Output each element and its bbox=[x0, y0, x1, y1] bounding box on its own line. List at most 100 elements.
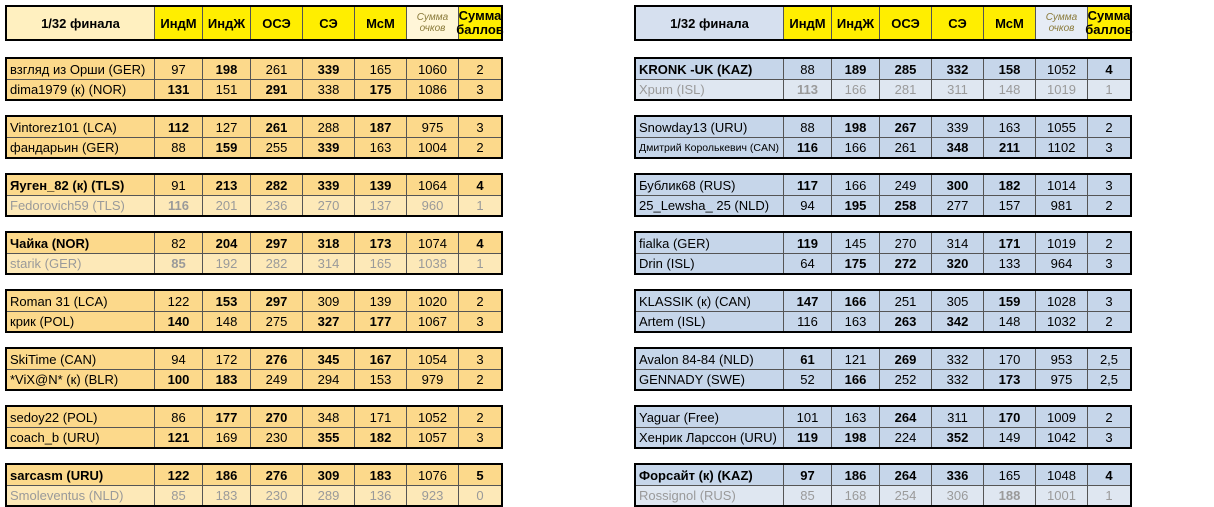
cell-se: 320 bbox=[932, 254, 984, 273]
cell-ose: 276 bbox=[251, 465, 303, 485]
header-indm: ИндМ bbox=[155, 7, 203, 39]
cell-indzh: 166 bbox=[832, 138, 880, 157]
player-name: взгляд из Орши (GER) bbox=[7, 59, 155, 79]
table-row: Avalon 84-84 (NLD) 61 121 269 332 170 953 2,5 bbox=[636, 349, 1130, 369]
table-row: Snowday13 (URU) 88 198 267 339 163 1055 2 bbox=[636, 117, 1130, 137]
cell-ose: 264 bbox=[880, 465, 932, 485]
cell-msm: 175 bbox=[355, 80, 407, 99]
cell-indm: 116 bbox=[155, 196, 203, 215]
cell-indzh: 183 bbox=[203, 486, 251, 505]
cell-sum-score: 2 bbox=[476, 409, 484, 425]
header-sum-score: Сумма баллов bbox=[456, 7, 504, 39]
cell-sum-points: 1020 bbox=[407, 291, 459, 311]
cell-ose: 297 bbox=[251, 233, 303, 253]
cell-ose: 261 bbox=[880, 138, 932, 157]
cell-sum-score: 3 bbox=[1105, 177, 1113, 193]
cell-indzh: 189 bbox=[832, 59, 880, 79]
cell-ose: 230 bbox=[251, 486, 303, 505]
header-se: СЭ bbox=[932, 7, 984, 39]
cell-indzh: 151 bbox=[203, 80, 251, 99]
cell-indzh: 153 bbox=[203, 291, 251, 311]
cell-ose: 251 bbox=[880, 291, 932, 311]
cell-msm: 148 bbox=[984, 312, 1036, 331]
player-name: KLASSIK (к) (CAN) bbox=[636, 291, 784, 311]
table-row: Яуген_82 (к) (TLS) 91 213 282 339 139 1064 4 bbox=[7, 175, 501, 195]
cell-sum-score: 4 bbox=[476, 235, 484, 251]
table-row: фандарьин (GER) 88 159 255 339 163 1004 2 bbox=[7, 137, 501, 157]
player-name: 25_Lewsha_ 25 (NLD) bbox=[636, 196, 784, 215]
cell-indm: 119 bbox=[784, 233, 832, 253]
table-row: GENNADY (SWE) 52 166 252 332 173 975 2,5 bbox=[636, 369, 1130, 389]
cell-se: 300 bbox=[932, 175, 984, 195]
cell-indm: 85 bbox=[155, 254, 203, 273]
cell-se: 314 bbox=[932, 233, 984, 253]
table-row: Бублик68 (RUS) 117 166 249 300 182 1014 3 bbox=[636, 175, 1130, 195]
cell-sum-points: 1019 bbox=[1036, 233, 1088, 253]
match-pair: Avalon 84-84 (NLD) 61 121 269 332 170 953 2,5 GE… bbox=[634, 347, 1132, 391]
header-row: 1/32 финала ИндМ ИндЖ ОСЭ СЭ МсМ Сумма очков Сум… bbox=[5, 5, 504, 41]
cell-indzh: 172 bbox=[203, 349, 251, 369]
cell-indzh: 145 bbox=[832, 233, 880, 253]
cell-indm: 52 bbox=[784, 370, 832, 389]
cell-sum-score: 1 bbox=[1105, 488, 1113, 503]
cell-indzh: 166 bbox=[832, 291, 880, 311]
player-name: Snowday13 (URU) bbox=[636, 117, 784, 137]
cell-indm: 147 bbox=[784, 291, 832, 311]
cell-msm: 159 bbox=[984, 291, 1036, 311]
cell-msm: 158 bbox=[984, 59, 1036, 79]
cell-indm: 85 bbox=[784, 486, 832, 505]
cell-se: 309 bbox=[303, 291, 355, 311]
cell-sum-points: 1019 bbox=[1036, 80, 1088, 99]
cell-ose: 276 bbox=[251, 349, 303, 369]
player-name: Fedorovich59 (TLS) bbox=[7, 196, 155, 215]
cell-sum-score: 0 bbox=[476, 488, 484, 503]
player-name: Форсайт (к) (KAZ) bbox=[636, 465, 784, 485]
cell-sum-points: 1060 bbox=[407, 59, 459, 79]
cell-sum-score: 5 bbox=[476, 467, 484, 483]
cell-se: 311 bbox=[932, 80, 984, 99]
cell-sum-points: 1057 bbox=[407, 428, 459, 447]
table-row: KLASSIK (к) (CAN) 147 166 251 305 159 1028 3 bbox=[636, 291, 1130, 311]
cell-indm: 122 bbox=[155, 465, 203, 485]
cell-msm: 163 bbox=[984, 117, 1036, 137]
cell-indm: 94 bbox=[155, 349, 203, 369]
cell-se: 348 bbox=[303, 407, 355, 427]
cell-msm: 153 bbox=[355, 370, 407, 389]
cell-indm: 94 bbox=[784, 196, 832, 215]
cell-indzh: 213 bbox=[203, 175, 251, 195]
cell-se: 339 bbox=[303, 138, 355, 157]
cell-se: 289 bbox=[303, 486, 355, 505]
cell-sum-score: 3 bbox=[1105, 256, 1113, 271]
cell-se: 288 bbox=[303, 117, 355, 137]
table-row: sarcasm (URU) 122 186 276 309 183 1076 5 bbox=[7, 465, 501, 485]
cell-indm: 113 bbox=[784, 80, 832, 99]
header-indm: ИндМ bbox=[784, 7, 832, 39]
table-row: 25_Lewsha_ 25 (NLD) 94 195 258 277 157 981 2 bbox=[636, 195, 1130, 215]
cell-indzh: 186 bbox=[832, 465, 880, 485]
player-name: крик (POL) bbox=[7, 312, 155, 331]
header-sum-points-line2: очков bbox=[1048, 23, 1075, 34]
cell-msm: 165 bbox=[355, 59, 407, 79]
cell-sum-points: 1102 bbox=[1036, 138, 1088, 157]
cell-sum-points: 1001 bbox=[1036, 486, 1088, 505]
table-row: KRONK -UK (KAZ) 88 189 285 332 158 1052 4 bbox=[636, 59, 1130, 79]
cell-sum-points: 1014 bbox=[1036, 175, 1088, 195]
table-row: starik (GER) 85 192 282 314 165 1038 1 bbox=[7, 253, 501, 273]
cell-indzh: 175 bbox=[832, 254, 880, 273]
cell-ose: 255 bbox=[251, 138, 303, 157]
cell-ose: 282 bbox=[251, 175, 303, 195]
cell-ose: 230 bbox=[251, 428, 303, 447]
cell-msm: 167 bbox=[355, 349, 407, 369]
cell-ose: 254 bbox=[880, 486, 932, 505]
cell-ose: 281 bbox=[880, 80, 932, 99]
cell-se: 348 bbox=[932, 138, 984, 157]
table-row: крик (POL) 140 148 275 327 177 1067 3 bbox=[7, 311, 501, 331]
table-row: Vintorez101 (LCA) 112 127 261 288 187 975 3 bbox=[7, 117, 501, 137]
cell-sum-score: 3 bbox=[1105, 293, 1113, 309]
player-name: Яуген_82 (к) (TLS) bbox=[7, 175, 155, 195]
cell-indzh: 166 bbox=[832, 175, 880, 195]
table-row: Fedorovich59 (TLS) 116 201 236 270 137 960 1 bbox=[7, 195, 501, 215]
header-indzh: ИндЖ bbox=[203, 7, 251, 39]
cell-ose: 249 bbox=[880, 175, 932, 195]
cell-ose: 236 bbox=[251, 196, 303, 215]
